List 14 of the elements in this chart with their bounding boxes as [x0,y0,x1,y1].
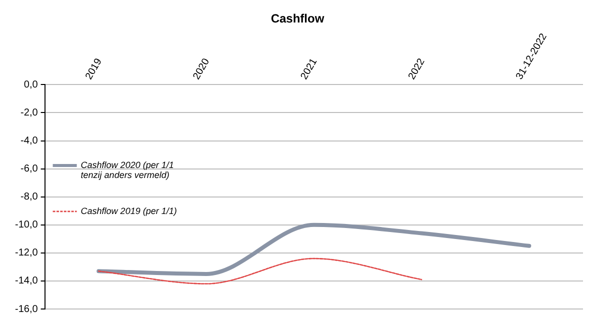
y-tick-label: -6,0 [20,164,38,175]
y-tick-label: 0,0 [24,79,38,90]
line-series [98,258,422,284]
legend-label: Cashflow 2019 (per 1/1) [80,206,177,216]
y-tick-label: -14,0 [14,276,38,287]
y-tick-label: -8,0 [20,192,38,203]
legend-label: Cashflow 2020 (per 1/1 tenzij anders vermeld) [80,160,174,180]
y-tick-label: -4,0 [20,136,38,147]
y-tick-label: -10,0 [14,220,38,231]
line-series [96,222,532,276]
y-tick-label: -16,0 [14,304,38,315]
y-tick-label: -2,0 [20,107,38,118]
y-tick-label: -12,0 [14,248,38,259]
chart-title: Cashflow [270,12,325,26]
